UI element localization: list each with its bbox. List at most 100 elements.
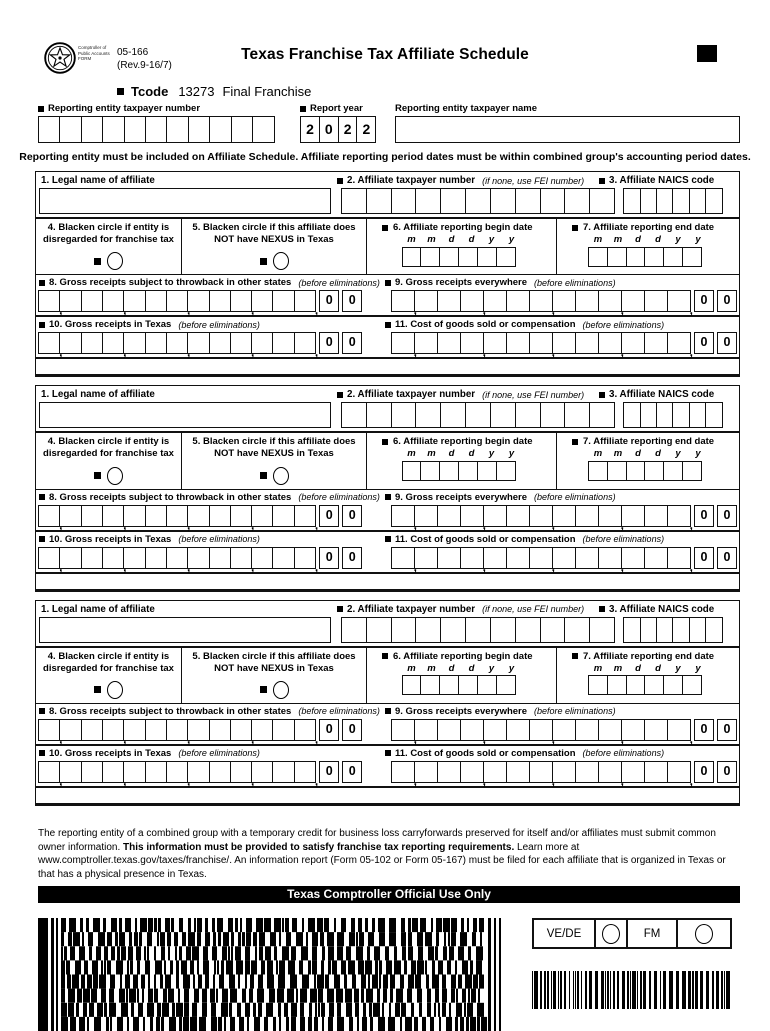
digit-cell[interactable] [420, 675, 441, 696]
end-date-input[interactable] [588, 246, 708, 267]
money-digit-cell[interactable] [251, 718, 274, 741]
digit-cell[interactable] [80, 116, 104, 143]
money-digit-cell[interactable] [574, 718, 599, 741]
money-digit-cell[interactable] [643, 290, 668, 313]
digit-cell[interactable] [705, 188, 723, 214]
digit-cell[interactable] [252, 116, 275, 143]
digit-cell[interactable] [688, 188, 707, 214]
money-digit-cell[interactable]: , [459, 546, 486, 573]
digit-cell[interactable] [564, 188, 591, 214]
digit-cell[interactable] [623, 402, 641, 429]
affiliate-taxpayer-number-input[interactable] [341, 402, 616, 429]
digit-cell[interactable] [639, 616, 658, 643]
money-digit-cell[interactable] [551, 546, 576, 569]
ve-de-circle[interactable] [602, 923, 620, 944]
digit-cell[interactable] [209, 116, 232, 143]
money-digit-cell[interactable]: , [666, 718, 693, 745]
money-digit-cell[interactable] [436, 504, 461, 527]
money-digit-cell[interactable]: , [293, 546, 318, 573]
money-digit-cell[interactable] [123, 290, 146, 313]
money-digit-cell[interactable] [482, 332, 507, 355]
money-digit-cell[interactable] [413, 332, 438, 355]
digit-cell[interactable] [439, 460, 460, 481]
money-digit-cell[interactable] [144, 718, 168, 741]
entity-taxpayer-number-input[interactable] [38, 116, 300, 143]
digit-cell[interactable] [514, 402, 541, 429]
money-digit-cell[interactable] [251, 504, 274, 527]
money-digit-cell[interactable]: , [101, 546, 126, 573]
money-digit-cell[interactable] [251, 332, 274, 355]
money-digit-cell[interactable] [574, 504, 599, 527]
digit-cell[interactable] [682, 460, 703, 481]
digit-cell[interactable] [623, 188, 641, 214]
affiliate-naics-input[interactable] [623, 188, 723, 214]
money-digit-cell[interactable] [187, 290, 210, 313]
money-digit-cell[interactable] [272, 290, 295, 313]
money-digit-cell[interactable]: , [666, 290, 693, 316]
money-digit-cell[interactable] [123, 332, 146, 355]
money-digit-cell[interactable]: , [293, 760, 318, 787]
digit-cell[interactable] [230, 116, 254, 143]
digit-cell[interactable] [365, 188, 392, 214]
money-digit-cell[interactable] [551, 760, 576, 783]
money-digit-cell[interactable]: , [165, 332, 190, 358]
digit-cell[interactable] [705, 616, 723, 643]
money-digit-cell[interactable] [643, 546, 668, 569]
begin-date-input[interactable] [401, 460, 522, 481]
digit-cell[interactable] [606, 675, 627, 696]
money-digit-cell[interactable] [80, 290, 104, 313]
digit-cell[interactable] [465, 402, 492, 429]
digit-cell[interactable] [390, 188, 417, 214]
money-digit-cell[interactable]: , [101, 504, 126, 531]
money-digit-cell[interactable] [123, 504, 146, 527]
money-digit-cell[interactable] [436, 332, 461, 355]
money-digit-cell[interactable]: , [101, 718, 126, 745]
money-digit-cell[interactable] [505, 760, 530, 783]
digit-cell[interactable] [415, 616, 442, 643]
begin-date-input[interactable] [401, 246, 522, 267]
money-digit-cell[interactable] [505, 718, 530, 741]
money-digit-cell[interactable]: , [101, 332, 126, 358]
fm-circle[interactable] [695, 923, 713, 944]
money-digit-cell[interactable]: , [666, 546, 693, 573]
money-digit-cell[interactable] [251, 760, 274, 783]
digit-cell[interactable] [187, 116, 211, 143]
money-digit-cell[interactable] [123, 718, 146, 741]
digit-cell[interactable] [655, 616, 674, 643]
affiliate-taxpayer-number-input[interactable] [341, 616, 616, 643]
money-digit-cell[interactable] [59, 290, 82, 313]
money-digit-cell[interactable] [272, 718, 295, 741]
money-digit-cell[interactable] [187, 332, 210, 355]
affiliate-taxpayer-number-input[interactable] [341, 188, 616, 214]
money-digit-cell[interactable] [208, 504, 231, 527]
disregarded-circle[interactable] [107, 466, 123, 485]
money-digit-cell[interactable] [643, 718, 668, 741]
money-digit-cell[interactable] [187, 718, 210, 741]
money-digit-cell[interactable]: , [459, 718, 486, 745]
digit-cell[interactable] [420, 246, 441, 267]
money-digit-cell[interactable] [59, 546, 82, 569]
digit-cell[interactable] [102, 116, 125, 143]
money-digit-cell[interactable]: , [293, 290, 318, 316]
money-digit-cell[interactable]: , [390, 546, 417, 573]
digit-cell[interactable] [390, 616, 417, 643]
digit-cell[interactable] [625, 675, 646, 696]
digit-cell[interactable] [588, 675, 608, 696]
money-digit-cell[interactable] [436, 718, 461, 741]
money-digit-cell[interactable] [208, 718, 231, 741]
money-digit-cell[interactable] [482, 760, 507, 783]
money-digit-cell[interactable] [413, 718, 438, 741]
money-digit-cell[interactable] [551, 290, 576, 313]
no-nexus-circle[interactable] [272, 252, 289, 271]
digit-cell[interactable] [564, 402, 591, 429]
digit-cell[interactable] [476, 246, 497, 267]
digit-cell[interactable] [644, 246, 665, 267]
money-digit-cell[interactable]: , [165, 760, 190, 787]
money-digit-cell[interactable]: , [528, 332, 555, 358]
money-digit-cell[interactable]: , [528, 760, 555, 787]
money-digit-cell[interactable]: , [597, 290, 624, 316]
digit-cell[interactable] [341, 616, 367, 643]
digit-cell[interactable] [539, 188, 566, 214]
